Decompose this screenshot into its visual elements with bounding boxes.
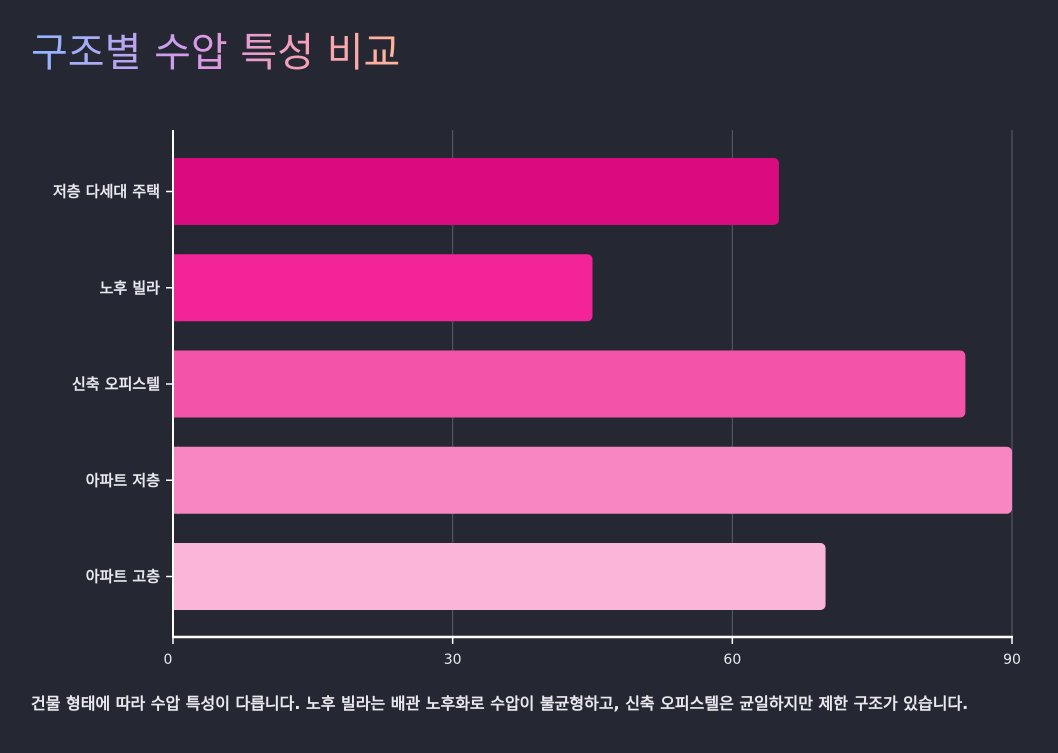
bars: [173, 158, 1012, 610]
bar: [173, 350, 966, 418]
y-tick-label: 아파트 고층: [86, 568, 160, 586]
bar: [173, 543, 826, 610]
x-tick-label: 30: [444, 652, 462, 668]
chart-title: 구조별 수압 특성 비교: [31, 27, 400, 79]
bar-edge: [173, 350, 179, 418]
x-tick-label: 90: [1003, 652, 1021, 668]
y-tick-label: 아파트 저층: [86, 471, 160, 489]
bar-edge: [173, 543, 179, 610]
bar: [173, 254, 593, 322]
bar-edge: [173, 158, 179, 225]
x-axis: 0 30 60 90: [164, 635, 1021, 668]
chart-caption: 건물 형태에 따라 수압 특성이 다릅니다. 노후 빌라는 배관 노후화로 수압…: [31, 694, 969, 713]
y-tick-label: 저층 다세대 주택: [53, 183, 160, 201]
bar-edge: [173, 254, 179, 322]
bar-edge: [173, 446, 179, 514]
bar: [173, 158, 779, 225]
y-tick-label: 노후 빌라: [100, 279, 161, 297]
x-tick-label: 0: [164, 652, 173, 668]
y-tick-label: 신축 오피스텔: [72, 375, 160, 393]
bar: [173, 446, 1012, 514]
x-tick-label: 60: [723, 652, 741, 668]
